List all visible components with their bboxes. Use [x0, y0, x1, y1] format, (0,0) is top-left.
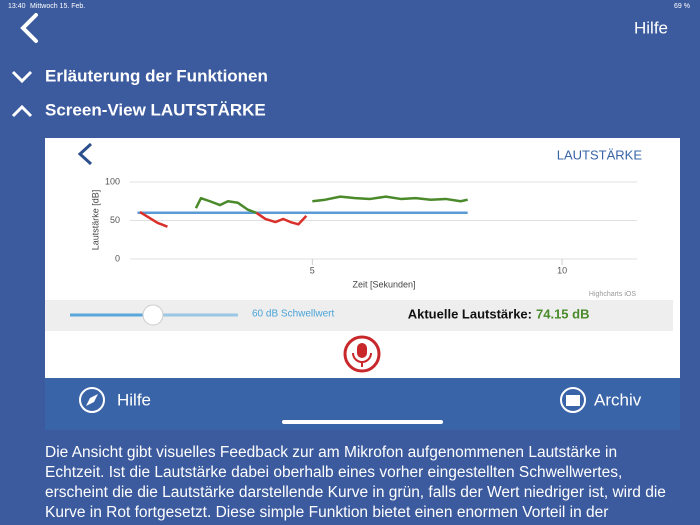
paragraph-line: Die Ansicht gibt visuelles Feedback zur …: [45, 444, 617, 461]
back-button[interactable]: [20, 13, 38, 43]
help-link[interactable]: Hilfe: [634, 18, 668, 37]
tab-help[interactable]: Hilfe: [117, 390, 151, 409]
data-line: [194, 195, 468, 214]
section-title[interactable]: Erläuterung der Funktionen: [45, 66, 268, 85]
tab-archive[interactable]: Archiv: [594, 390, 642, 409]
threshold-label: 60 dB Schwellwert: [252, 309, 334, 320]
status-battery: 69 %: [674, 3, 690, 10]
y-tick-label: 50: [110, 215, 120, 225]
current-label: Aktuelle Lautstärke:: [408, 306, 532, 321]
chart: 0 50 100 5 10 Zeit [Sekunden] Lautstärke [dB] H…: [90, 176, 637, 298]
paragraph-line: erscheint die die Lautstärke darstellend…: [45, 484, 666, 501]
y-tick-label: 100: [105, 176, 120, 186]
screen-title: LAUTSTÄRKE: [557, 147, 643, 162]
chevron-down[interactable]: [11, 70, 33, 84]
slider-knob[interactable]: [142, 304, 164, 326]
compass-needle: [86, 394, 98, 406]
status-time: 13:40: [8, 3, 26, 10]
home-indicator: [282, 420, 443, 424]
current-value: 74.15 dB: [536, 306, 589, 321]
data-line: [139, 210, 308, 228]
archive-icon: [560, 387, 586, 413]
compass-icon: [79, 387, 105, 413]
inner-back: [77, 142, 93, 166]
x-axis-label: Zeit [Sekunden]: [352, 279, 415, 289]
mic-icon: [352, 352, 372, 367]
y-axis-label: Lautstärke [dB]: [90, 190, 100, 251]
archive-box: [566, 395, 580, 406]
x-tick-label: 5: [310, 265, 315, 275]
status-date: Mittwoch 15. Feb.: [30, 3, 85, 10]
credits: Highcharts iOS: [589, 291, 636, 298]
paragraph-line: Kurve in Rot fortgesetzt. Diese simple F…: [45, 504, 608, 521]
mic-icon: [357, 343, 367, 358]
x-tick-label: 10: [557, 265, 567, 275]
section-title[interactable]: Screen-View LAUTSTÄRKE: [45, 100, 266, 119]
paragraph-line: Echtzeit. Ist die Lautstärke dabei oberh…: [45, 464, 622, 481]
chevron-up[interactable]: [11, 104, 33, 118]
y-tick-label: 0: [115, 253, 120, 263]
